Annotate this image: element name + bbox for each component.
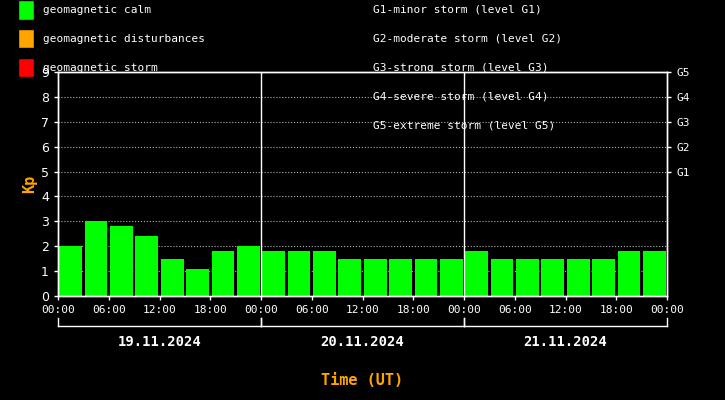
Bar xyxy=(237,246,260,296)
Bar xyxy=(110,226,133,296)
Bar xyxy=(212,251,234,296)
Text: G3-strong storm (level G3): G3-strong storm (level G3) xyxy=(373,63,549,73)
Text: geomagnetic storm: geomagnetic storm xyxy=(43,63,157,73)
Bar xyxy=(491,259,513,296)
Bar xyxy=(389,259,412,296)
Bar xyxy=(364,259,386,296)
Bar xyxy=(339,259,361,296)
Bar xyxy=(592,259,615,296)
Text: geomagnetic calm: geomagnetic calm xyxy=(43,5,151,15)
Text: Time (UT): Time (UT) xyxy=(321,373,404,388)
Bar xyxy=(288,251,310,296)
Bar xyxy=(313,251,336,296)
Bar xyxy=(415,259,437,296)
Bar xyxy=(440,259,463,296)
Y-axis label: Kp: Kp xyxy=(22,175,37,193)
Bar xyxy=(262,251,285,296)
Bar xyxy=(85,221,107,296)
Text: G1-minor storm (level G1): G1-minor storm (level G1) xyxy=(373,5,542,15)
Bar xyxy=(567,259,589,296)
Text: 20.11.2024: 20.11.2024 xyxy=(320,335,405,349)
Bar xyxy=(59,246,82,296)
Bar xyxy=(136,236,158,296)
Text: G4-severe storm (level G4): G4-severe storm (level G4) xyxy=(373,91,549,101)
Text: G5-extreme storm (level G5): G5-extreme storm (level G5) xyxy=(373,120,555,130)
Text: 19.11.2024: 19.11.2024 xyxy=(117,335,202,349)
Bar xyxy=(465,251,488,296)
Bar xyxy=(516,259,539,296)
Bar xyxy=(542,259,564,296)
Bar xyxy=(618,251,640,296)
Bar xyxy=(186,269,209,296)
Bar xyxy=(161,259,183,296)
Text: 21.11.2024: 21.11.2024 xyxy=(523,335,608,349)
Text: G2-moderate storm (level G2): G2-moderate storm (level G2) xyxy=(373,34,563,44)
Bar xyxy=(643,251,666,296)
Text: geomagnetic disturbances: geomagnetic disturbances xyxy=(43,34,204,44)
